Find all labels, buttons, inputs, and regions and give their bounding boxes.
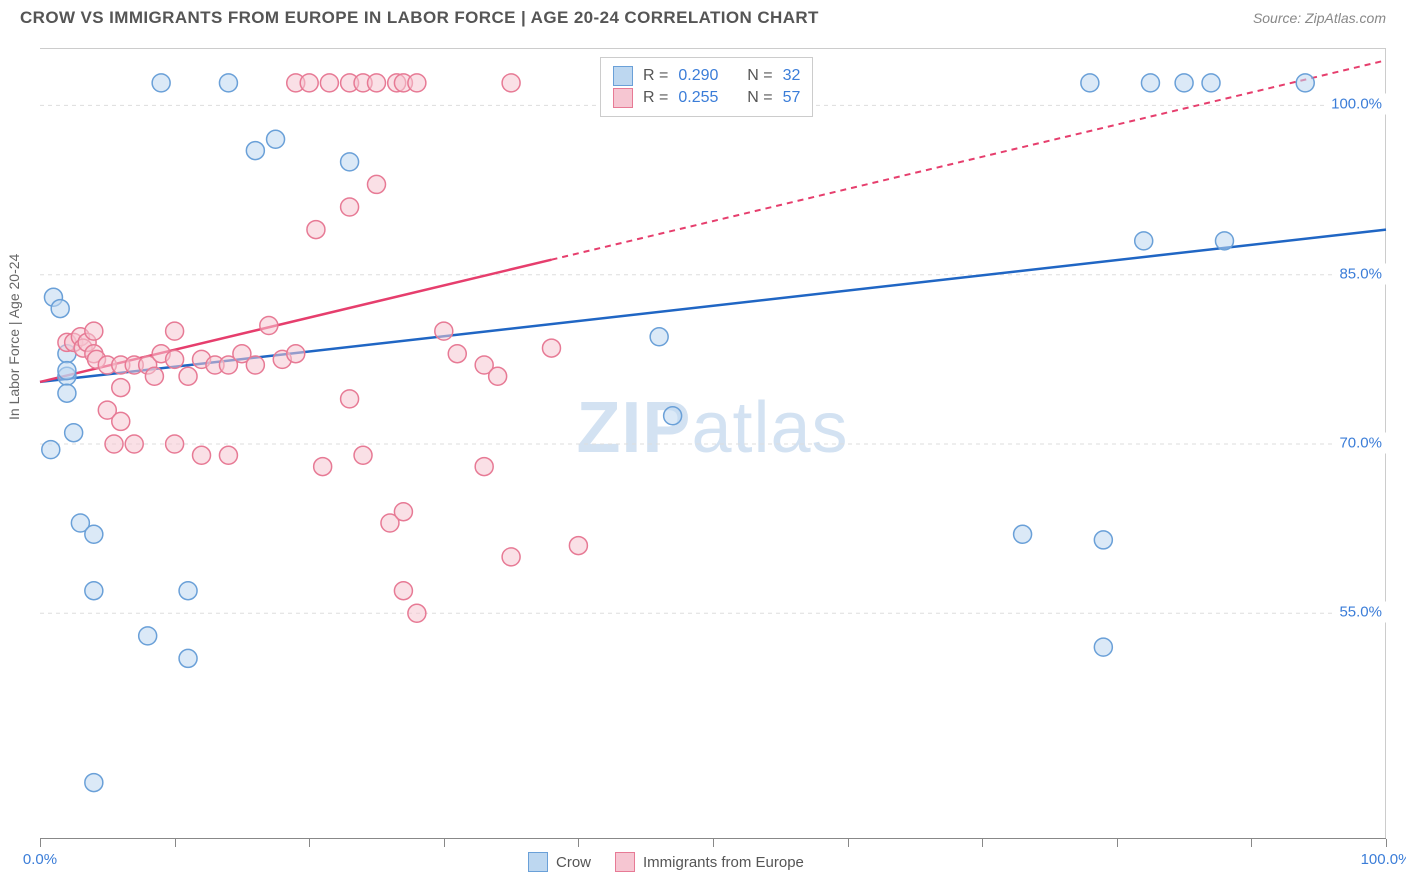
y-tick-label: 70.0% <box>1335 433 1386 454</box>
data-point <box>1135 232 1153 250</box>
x-tick-label: 0.0% <box>23 851 57 868</box>
data-point <box>1202 74 1220 92</box>
legend-label: Crow <box>556 854 591 871</box>
data-point <box>179 367 197 385</box>
data-point <box>1081 74 1099 92</box>
data-point <box>246 356 264 374</box>
legend-row: R =0.290 N =32 <box>613 66 800 86</box>
data-point <box>58 362 76 380</box>
data-point <box>166 435 184 453</box>
data-point <box>502 548 520 566</box>
y-tick-label: 100.0% <box>1327 94 1386 115</box>
legend-swatch <box>613 66 633 86</box>
chart-title: CROW VS IMMIGRANTS FROM EUROPE IN LABOR … <box>20 8 819 28</box>
data-point <box>260 317 278 335</box>
data-point <box>193 446 211 464</box>
legend-correlation: R =0.290 N =32R =0.255 N =57 <box>600 57 813 117</box>
data-point <box>368 175 386 193</box>
title-bar: CROW VS IMMIGRANTS FROM EUROPE IN LABOR … <box>0 0 1406 32</box>
data-point <box>65 424 83 442</box>
legend-swatch <box>613 88 633 108</box>
data-point <box>1215 232 1233 250</box>
data-point <box>320 74 338 92</box>
data-point <box>664 407 682 425</box>
data-point <box>145 367 163 385</box>
data-point <box>1175 74 1193 92</box>
data-point <box>489 367 507 385</box>
data-point <box>307 221 325 239</box>
data-point <box>650 328 668 346</box>
legend-swatch <box>528 852 548 872</box>
data-point <box>179 649 197 667</box>
x-tick-label: 100.0% <box>1361 851 1406 868</box>
data-point <box>112 412 130 430</box>
data-point <box>1141 74 1159 92</box>
data-point <box>408 74 426 92</box>
legend-item: Immigrants from Europe <box>615 852 804 872</box>
legend-series: Crow Immigrants from Europe <box>520 852 812 872</box>
data-point <box>85 525 103 543</box>
y-tick-label: 55.0% <box>1335 602 1386 623</box>
data-point <box>85 582 103 600</box>
data-point <box>502 74 520 92</box>
data-point <box>139 627 157 645</box>
data-point <box>341 198 359 216</box>
legend-row: R =0.255 N =57 <box>613 88 800 108</box>
data-point <box>105 435 123 453</box>
data-point <box>246 142 264 160</box>
data-point <box>166 350 184 368</box>
y-tick-label: 85.0% <box>1335 263 1386 284</box>
data-point <box>341 153 359 171</box>
data-point <box>1014 525 1032 543</box>
data-point <box>287 345 305 363</box>
data-point <box>125 435 143 453</box>
data-point <box>42 441 60 459</box>
data-point <box>368 74 386 92</box>
source-attribution: Source: ZipAtlas.com <box>1253 10 1386 26</box>
data-point <box>435 322 453 340</box>
data-point <box>475 458 493 476</box>
data-point <box>219 446 237 464</box>
data-point <box>152 74 170 92</box>
data-point <box>58 384 76 402</box>
data-point <box>219 74 237 92</box>
data-point <box>542 339 560 357</box>
data-point <box>569 537 587 555</box>
scatter-svg <box>40 49 1385 838</box>
y-axis-label: In Labor Force | Age 20-24 <box>6 254 22 420</box>
data-point <box>300 74 318 92</box>
legend-label: Immigrants from Europe <box>643 854 804 871</box>
data-point <box>1296 74 1314 92</box>
data-point <box>51 300 69 318</box>
data-point <box>179 582 197 600</box>
data-point <box>267 130 285 148</box>
data-point <box>1094 531 1112 549</box>
data-point <box>394 503 412 521</box>
legend-item: Crow <box>528 852 591 872</box>
data-point <box>1094 638 1112 656</box>
data-point <box>85 322 103 340</box>
legend-swatch <box>615 852 635 872</box>
data-point <box>341 390 359 408</box>
data-point <box>85 774 103 792</box>
data-point <box>408 604 426 622</box>
data-point <box>112 379 130 397</box>
data-point <box>314 458 332 476</box>
data-point <box>166 322 184 340</box>
data-point <box>394 582 412 600</box>
plot-area: ZIPatlas R =0.290 N =32R =0.255 N =57 <box>40 48 1386 838</box>
data-point <box>448 345 466 363</box>
data-point <box>354 446 372 464</box>
